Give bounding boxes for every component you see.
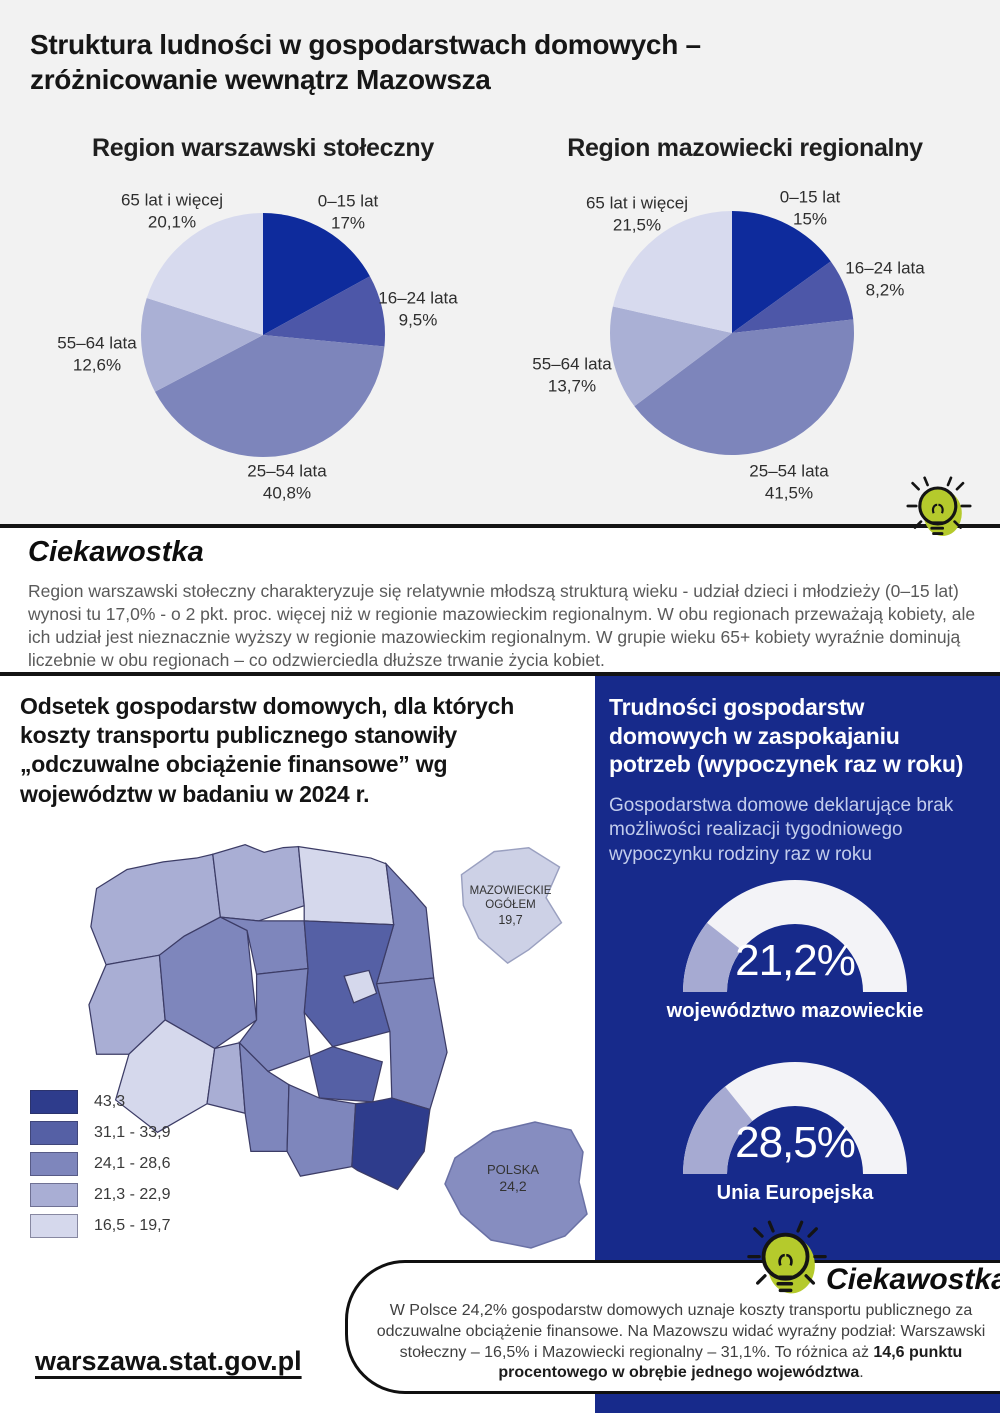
gauge-track <box>683 1062 907 1174</box>
map-legend: 43,3 31,1 - 33,9 24,1 - 28,6 21,3 - 22,9 16,… <box>30 1090 171 1245</box>
inset-mazowieckie-caption: MAZOWIECKIE OGÓŁEM 19,7 <box>469 885 552 927</box>
mazowieckie-shape <box>460 847 563 965</box>
map-title: Odsetek gospodarstw domowych, dla któryc… <box>20 693 515 807</box>
page-title: Struktura ludności w gospodarstwach domo… <box>30 29 701 95</box>
legend-swatch <box>30 1152 78 1176</box>
gauge-unia-europejska: 28,5% Unia Europejska <box>675 1054 915 1204</box>
fact-bubble: Ciekawostka W Polsce 24,2% gospodarstw d… <box>345 1260 1000 1394</box>
pie-label: 65 lat i więcej 21,5% <box>585 193 689 235</box>
pie-slice <box>612 211 732 333</box>
pie-label: 16–24 lata 9,5% <box>378 288 458 330</box>
legend-label: 21,3 - 22,9 <box>94 1186 171 1203</box>
legend-row: 16,5 - 19,7 <box>30 1214 171 1238</box>
inset-polska: POLSKA 24,2 <box>433 1114 593 1254</box>
pie-label: 0–15 lat 15% <box>779 187 841 229</box>
panel-heading: Trudności gospodarstw domowych w zaspoka… <box>609 694 964 778</box>
pie-slice <box>263 276 385 347</box>
gauge-fill <box>683 922 742 992</box>
pie-slice <box>732 261 854 333</box>
inset-mazowieckie: MAZOWIECKIE OGÓŁEM 19,7 <box>443 842 578 967</box>
legend-swatch <box>30 1090 78 1114</box>
map-region-pomorskie <box>212 844 305 922</box>
pie-slice <box>263 213 370 335</box>
pie-slice <box>610 306 732 407</box>
pie-label: 25–54 lata 41,5% <box>749 461 829 503</box>
fact-section-top: Ciekawostka Region warszawski stołeczny … <box>0 528 1000 672</box>
pie-label: 0–15 lat 17% <box>317 191 379 233</box>
pie-slice <box>634 319 854 455</box>
pie-title-warszawski: Region warszawski stołeczny <box>91 134 435 162</box>
pie-slice <box>146 213 263 335</box>
lightbulb-icon <box>903 476 975 548</box>
gauge-ue-svg <box>683 1062 907 1174</box>
fact-text: W Polsce 24,2% gospodarstw domowych uzna… <box>376 1302 986 1382</box>
panel-subheading: Gospodarstwa domowe deklarujące brak moż… <box>609 794 954 865</box>
legend-label: 16,5 - 19,7 <box>94 1217 171 1234</box>
pie-label: 25–54 lata 40,8% <box>247 461 327 503</box>
divider-line <box>0 524 1000 528</box>
gauge-mazowieckie-svg <box>683 880 907 992</box>
map-region-swietokrzyskie <box>309 1045 384 1103</box>
pie-warszawski-svg <box>141 213 385 457</box>
legend-swatch <box>30 1183 78 1207</box>
map-region-warminsko-mazurskie <box>297 845 395 926</box>
gauge-value: 28,5% <box>735 1118 856 1167</box>
legend-label: 43,3 <box>94 1093 126 1110</box>
gauge-mazowieckie: 21,2% województwo mazowieckie <box>667 872 923 1022</box>
fact-heading: Ciekawostka <box>826 1263 1000 1296</box>
gauge-track <box>683 880 907 992</box>
population-structure-section: Struktura ludności w gospodarstwach domo… <box>0 0 1000 524</box>
inset-polska-caption: POLSKA 24,2 <box>486 1162 540 1195</box>
gauge-label: Unia Europejska <box>716 1182 874 1204</box>
pie-label: 55–64 lata 12,6% <box>57 333 137 375</box>
gauge-label: województwo mazowieckie <box>666 1000 924 1022</box>
legend-row: 21,3 - 22,9 <box>30 1183 171 1207</box>
gauge-value: 21,2% <box>735 936 856 985</box>
map-region-lodzkie <box>238 967 311 1073</box>
legend-swatch <box>30 1214 78 1238</box>
map-region-podkarpackie <box>351 1097 431 1191</box>
pie-label: 55–64 lata 13,7% <box>532 354 612 396</box>
legend-row: 31,1 - 33,9 <box>30 1121 171 1145</box>
pie-label: 16–24 lata 8,2% <box>845 258 925 300</box>
pie-mazowiecki-svg <box>610 211 854 455</box>
legend-row: 24,1 - 28,6 <box>30 1152 171 1176</box>
legend-label: 31,1 - 33,9 <box>94 1124 171 1141</box>
map-region-lubelskie <box>375 977 448 1111</box>
lightbulb-icon <box>743 1220 831 1308</box>
fact-heading: Ciekawostka <box>28 536 204 568</box>
pie-slice <box>141 298 263 392</box>
poland-choropleth-map <box>88 844 448 1191</box>
legend-row: 43,3 <box>30 1090 171 1114</box>
pie-label: 65 lat i więcej 20,1% <box>120 190 224 232</box>
stat-gov-link[interactable]: warszawa.stat.gov.pl <box>35 1346 302 1376</box>
legend-swatch <box>30 1121 78 1145</box>
gauge-fill <box>683 1086 753 1174</box>
pie-title-mazowiecki: Region mazowiecki regionalny <box>567 134 923 162</box>
map-region-warszawa <box>343 969 378 1004</box>
divider-line <box>0 672 1000 676</box>
fact-text: Region warszawski stołeczny charakteryzu… <box>28 581 976 671</box>
poland-shape <box>444 1121 588 1249</box>
pie-chart-mazowiecki: Region mazowiecki regionalny 0–15 lat 15%… <box>512 130 978 524</box>
pie-chart-warszawski: Region warszawski stołeczny 0–15 lat 17% … <box>30 130 496 524</box>
pie-slice <box>732 211 831 333</box>
pie-slice <box>155 335 385 457</box>
legend-label: 24,1 - 28,6 <box>94 1155 171 1172</box>
